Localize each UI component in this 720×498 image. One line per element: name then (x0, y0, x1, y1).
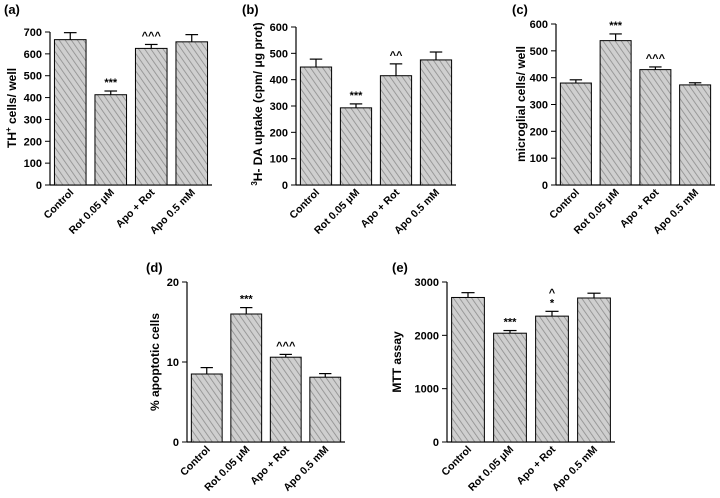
bar (535, 315, 569, 443)
y-tick-label: 600 (270, 22, 288, 34)
panel-label: (a) (4, 2, 20, 17)
panel-e: (e) MTT assay 0 1000 2000 3000 Control *** Rot… (390, 260, 615, 494)
y-tick-label: 700 (24, 27, 42, 39)
y-tick-label: 0 (282, 180, 288, 192)
bar (190, 373, 223, 443)
y-tick-label: 500 (530, 46, 548, 58)
significance-label: ^^^ (646, 53, 666, 65)
x-tick-label: Control (178, 444, 213, 479)
x-tick-label: Control (439, 444, 474, 479)
significance-label: *** (350, 90, 364, 102)
y-tick-label: 400 (270, 75, 288, 87)
y-axis-label: microglial cells/ well (514, 46, 528, 162)
panel-label: (c) (512, 2, 528, 17)
bar (679, 84, 712, 186)
panel-d: (d) % apoptotic cells 01020Control***Rot… (146, 260, 345, 494)
y-axis-label: 3H- DA uptake (cpm/ μg prot) (250, 22, 265, 185)
x-tick-label: Control (547, 187, 582, 222)
significance-label: ^^^ (142, 30, 162, 42)
bar (94, 94, 128, 186)
bar (379, 75, 413, 186)
bar (599, 40, 632, 186)
significance-label: * (550, 297, 555, 309)
y-tick-label: 400 (24, 93, 42, 105)
x-tick-label: Rot 0.05 μM (466, 443, 516, 493)
bar (299, 66, 333, 186)
y-tick-label: 600 (24, 49, 42, 61)
y-tick-label: 300 (530, 100, 548, 112)
bar (639, 69, 672, 186)
bar (419, 59, 453, 186)
y-tick-label: 0 (173, 437, 179, 449)
x-tick-label: Apo 0.5 mM (550, 443, 600, 493)
y-tick-label: 500 (24, 71, 42, 83)
bar (309, 376, 342, 443)
significance-label: *** (504, 317, 518, 329)
y-tick-label: 300 (270, 101, 288, 113)
y-tick-label: 200 (270, 127, 288, 139)
panel-label: (e) (392, 260, 408, 275)
panel-label: (d) (146, 260, 163, 275)
y-tick-label: 100 (24, 158, 42, 170)
significance-label: ^^^ (276, 340, 296, 352)
bar (53, 39, 87, 186)
y-tick-label: 2000 (415, 330, 439, 342)
y-tick-label: 400 (530, 73, 548, 85)
panel-b: (b) 3H- DA uptake (cpm/ μg prot) 0 100 200… (242, 2, 456, 237)
significance-label: ^^ (390, 50, 403, 62)
y-tick-label: 500 (270, 48, 288, 60)
y-tick-label: 100 (270, 154, 288, 166)
y-tick-label: 100 (530, 153, 548, 165)
panel-c: (c) microglial cells/ well 0 100 200 300 400… (512, 2, 715, 237)
y-tick-label: 10 (167, 357, 179, 369)
y-tick-label: 200 (24, 136, 42, 148)
panel-a: (a) TH+ cells/ well 0 100 200 300 400 500 600 7… (4, 2, 212, 237)
y-tick-label: 3000 (415, 277, 439, 289)
x-tick-label: Control (41, 187, 76, 222)
x-tick-label: Apo + Rot (514, 443, 558, 487)
y-tick-label: 0 (433, 437, 439, 449)
bar (230, 313, 263, 443)
y-axis-label: TH+ cells/ well (4, 68, 19, 148)
bar (269, 356, 302, 443)
y-tick-label: 300 (24, 114, 42, 126)
bar (559, 82, 592, 186)
bar (134, 47, 168, 186)
y-tick-label: 200 (530, 126, 548, 138)
x-tick-label: Control (287, 187, 322, 222)
bar (493, 332, 527, 443)
bar (339, 107, 373, 186)
significance-label: *** (240, 294, 254, 306)
y-axis-label: MTT assay (390, 331, 404, 393)
bar (577, 297, 611, 443)
significance-label: *** (104, 77, 118, 89)
y-tick-label: 20 (167, 277, 179, 289)
y-tick-label: 0 (542, 180, 548, 192)
y-tick-label: 0 (36, 180, 42, 192)
significance-label: ^ (549, 287, 556, 299)
bar (451, 296, 485, 443)
panel-label: (b) (242, 2, 259, 17)
y-tick-label: 1000 (415, 384, 439, 396)
y-axis-label: % apoptotic cells (148, 313, 162, 411)
bar (175, 41, 209, 186)
y-tick-label: 600 (530, 19, 548, 31)
significance-label: *** (609, 20, 623, 32)
